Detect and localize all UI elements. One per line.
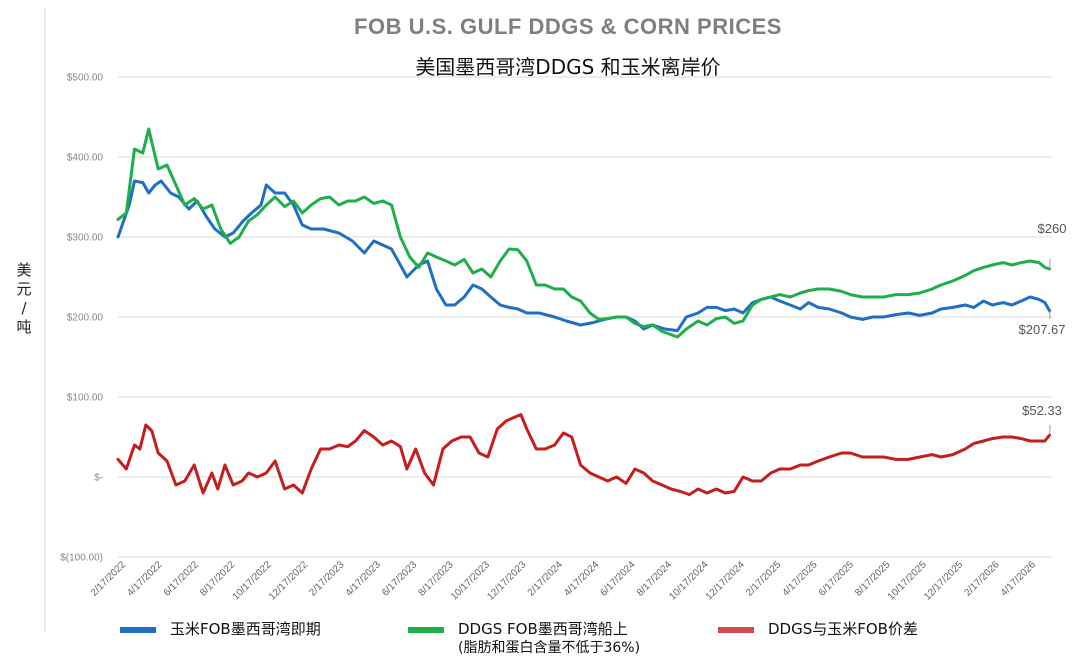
y-tick-label: $(100.00) xyxy=(60,553,103,564)
y-tick-label: $400.00 xyxy=(67,153,104,164)
corn-fob-line xyxy=(116,179,1052,333)
chart-subtitle: 美国墨西哥湾DDGS 和玉米离岸价 xyxy=(415,55,720,79)
legend: 玉米FOB墨西哥湾即期 DDGS FOB墨西哥湾船上 (脂肪和蛋白含量不低于36… xyxy=(0,620,1080,670)
subtitle-group: 美国墨西哥湾DDGS 和玉米离岸价 xyxy=(365,48,780,82)
y-axis-label-char: 元 xyxy=(16,280,31,298)
legend-swatch-spread xyxy=(718,627,754,633)
x-tick-label: 4/17/2025 xyxy=(780,559,820,599)
legend-item-ddgs: DDGS FOB墨西哥湾船上 (脂肪和蛋白含量不低于36%) xyxy=(408,620,640,658)
chart-title: FOB U.S. GULF DDGS & CORN PRICES xyxy=(354,14,782,39)
y-axis-label-char: / xyxy=(21,299,27,317)
legend-label-corn: 玉米FOB墨西哥湾即期 xyxy=(170,620,321,638)
legend-swatch-corn xyxy=(120,627,156,633)
ddgs-end-value-label: $260 xyxy=(1038,221,1067,236)
y-tick-label: $500.00 xyxy=(67,73,104,84)
legend-label-spread: DDGS与玉米FOB价差 xyxy=(768,620,918,638)
legend-label-ddgs-sub: (脂肪和蛋白含量不低于36%) xyxy=(458,640,641,656)
legend-swatch-ddgs xyxy=(408,627,444,633)
y-axis-ticks: $(100.00) $- $100.00 $200.00 $300.00 $400.00 $… xyxy=(60,73,103,564)
x-tick-label: 12/17/2024 xyxy=(704,559,747,602)
x-tick-label: 4/17/2023 xyxy=(344,559,384,599)
subtitle-background xyxy=(365,48,780,82)
spread-line xyxy=(116,413,1052,497)
x-tick-label: 2/17/2025 xyxy=(744,559,784,599)
x-tick-label: 2/17/2023 xyxy=(307,559,347,599)
x-tick-label: 4/17/2022 xyxy=(125,559,165,599)
spread-end-value-label: $52.33 xyxy=(1022,403,1062,418)
gridlines xyxy=(118,76,1052,558)
y-axis-label: 美元/吨 xyxy=(16,261,31,336)
x-tick-label: 6/17/2025 xyxy=(817,559,857,599)
y-tick-label: $300.00 xyxy=(67,233,104,244)
x-tick-label: 6/17/2023 xyxy=(380,559,420,599)
legend-label-ddgs-wrap: DDGS FOB墨西哥湾船上 (脂肪和蛋白含量不低于36%) xyxy=(458,620,640,658)
x-tick-label: 12/17/2025 xyxy=(922,559,965,602)
y-axis-label-char: 美 xyxy=(16,261,31,279)
y-tick-label: $- xyxy=(94,473,103,484)
x-tick-label: 6/17/2022 xyxy=(162,559,202,599)
legend-item-spread: DDGS与玉米FOB价差 xyxy=(718,620,918,639)
x-tick-label: 4/17/2024 xyxy=(562,559,602,599)
y-tick-label: $200.00 xyxy=(67,313,104,324)
end-annotations: $260 $207.67 $52.33 xyxy=(1019,221,1067,436)
x-axis-ticks: 2/17/20224/17/20226/17/20228/17/202210/1… xyxy=(89,559,1039,602)
corn-end-value-label: $207.67 xyxy=(1019,322,1066,337)
ddgs-fob-line xyxy=(116,127,1052,339)
legend-label-ddgs: DDGS FOB墨西哥湾船上 xyxy=(458,620,628,638)
x-tick-label: 12/17/2022 xyxy=(267,559,310,602)
x-tick-label: 12/17/2023 xyxy=(485,559,528,602)
series-lines xyxy=(116,127,1052,497)
x-tick-label: 2/17/2024 xyxy=(526,559,566,599)
x-tick-label: 6/17/2024 xyxy=(598,559,638,599)
y-axis-label-char: 吨 xyxy=(16,318,31,336)
y-tick-label: $100.00 xyxy=(67,393,104,404)
x-tick-label: 4/17/2026 xyxy=(999,559,1039,599)
legend-item-corn: 玉米FOB墨西哥湾即期 xyxy=(120,620,321,639)
x-tick-label: 2/17/2022 xyxy=(89,559,129,599)
x-tick-label: 2/17/2026 xyxy=(962,559,1002,599)
